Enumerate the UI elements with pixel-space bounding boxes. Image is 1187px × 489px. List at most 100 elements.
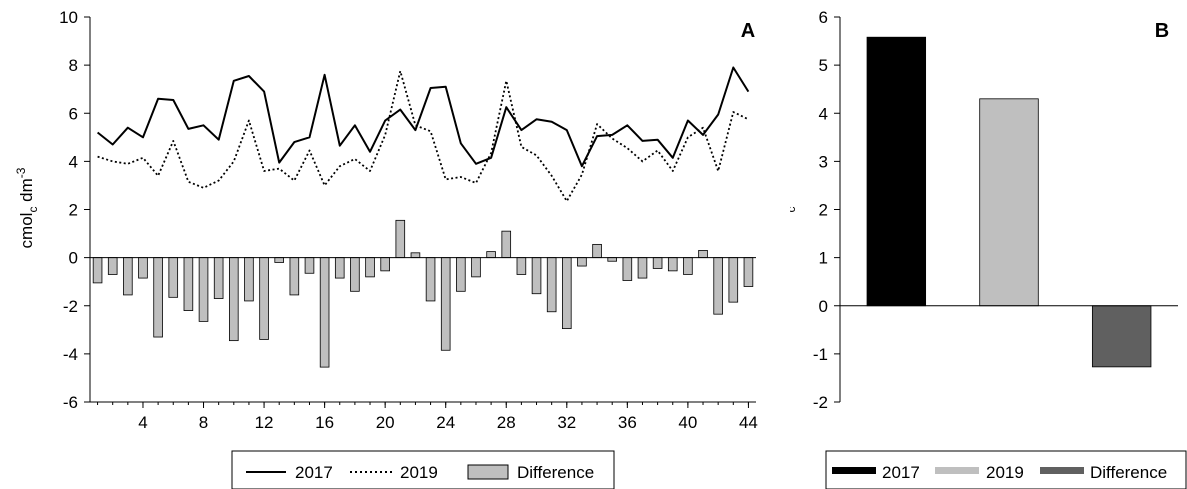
difference-bar [456,257,466,292]
y-tick-label: 2 [69,201,78,220]
chart-b-yticks: -2 -1 0 1 2 3 4 5 6 [813,8,840,412]
y-tick-label: 3 [819,152,828,171]
x-tick-label: 32 [557,413,576,432]
difference-bar [92,257,103,284]
difference-bar [607,257,617,262]
difference-bar [259,257,269,340]
series-line-2017 [96,66,750,168]
difference-bar [486,251,496,259]
difference-bar [652,257,663,269]
legend-b-difference-label: Difference [1090,463,1167,482]
x-tick-label: 12 [255,413,274,432]
chart-a-xticks: 4 8 12 16 20 24 28 32 36 40 44 [97,402,758,432]
chart-b-bars [866,36,1152,368]
y-tick-label: 5 [819,56,828,75]
difference-bar [501,230,512,259]
difference-bar [107,257,118,275]
y-tick-label: 0 [69,249,78,268]
legend-2017-label: 2017 [295,463,333,482]
y-tick-label: 1 [819,249,828,268]
difference-bar [319,257,330,368]
difference-bar [546,257,557,313]
chart-a-panel-label: A [741,20,755,42]
x-tick-label: 16 [315,413,334,432]
legend-b-2017-label: 2017 [882,463,920,482]
difference-bar [410,252,421,259]
chart-a-bars [92,219,754,368]
difference-bar [592,243,602,259]
chart-b-ylabel: cmolc dm-3 [790,167,798,248]
difference-bar [229,257,239,342]
legend-difference-swatch [467,464,509,480]
difference-bar [743,257,754,287]
series-line-2019 [97,70,749,203]
y-tick-label: 10 [59,8,78,27]
y-tick-label: 6 [819,8,828,27]
difference-bar [395,219,406,259]
difference-bar [667,257,678,272]
difference-bar [713,257,723,315]
x-tick-label: 44 [739,413,758,432]
x-tick-label: 40 [678,413,697,432]
y-tick-label: -1 [813,345,828,364]
difference-bar [471,257,481,278]
legend-b-2019-label: 2019 [986,463,1024,482]
difference-bar [153,257,163,338]
y-tick-label: 6 [69,104,78,123]
x-tick-label: 24 [436,413,455,432]
chart-a-legend-box [231,450,615,489]
bar-2019 [979,98,1039,307]
chart-a-lines [96,66,750,203]
y-tick-label: 8 [69,56,78,75]
difference-bar [274,257,284,263]
difference-bar [440,257,451,351]
difference-bar [637,257,648,279]
y-tick-label: -4 [63,345,78,364]
legend-b-2017-swatch [832,467,876,474]
difference-bar [683,257,693,275]
difference-bar [698,250,708,259]
x-tick-label: 36 [618,413,637,432]
legend-b-difference-swatch [1040,467,1084,474]
difference-bar [425,257,436,302]
difference-bar [562,257,572,330]
chart-a-ylabel: cmolc dm-3 [14,167,40,248]
x-tick-label: 28 [497,413,516,432]
difference-bar [183,257,194,311]
difference-bar [213,257,224,299]
x-tick-label: 4 [138,413,147,432]
chart-b-legend: 2017 2019 Difference [825,450,1187,489]
legend-b-2019-swatch [935,467,979,474]
chart-b-panel-label: B [1155,20,1169,42]
chart-a-legend: 2017 2019 Difference [231,450,615,489]
difference-bar [380,257,390,272]
difference-bar [728,257,739,303]
y-tick-label: -2 [813,393,828,412]
difference-bar [350,257,360,292]
legend-difference-label: Difference [517,463,594,482]
difference-bar [168,257,179,298]
chart-a-axes [89,17,756,403]
y-tick-label: 2 [819,201,828,220]
legend-2019-label: 2019 [400,463,438,482]
difference-bar [244,257,254,302]
difference-bar [365,257,375,278]
x-tick-label: 8 [199,413,208,432]
y-tick-label: 0 [819,297,828,316]
y-tick-label: -2 [63,297,78,316]
chart-b-legend-box [825,450,1187,489]
difference-bar [516,257,527,275]
difference-bar [622,257,633,281]
x-tick-label: 20 [376,413,395,432]
y-tick-label: 4 [819,104,828,123]
bar-difference [1091,305,1152,368]
chart-b: -2 -1 0 1 2 3 4 5 6 B cmolc dm-3 2017 2019 Diffe… [790,8,1187,489]
difference-bar [577,257,587,267]
difference-bar [289,257,300,296]
y-tick-label: 4 [69,152,78,171]
difference-bar [531,257,542,295]
difference-bar [334,257,345,279]
difference-bar [198,257,209,322]
difference-bar [304,257,315,274]
